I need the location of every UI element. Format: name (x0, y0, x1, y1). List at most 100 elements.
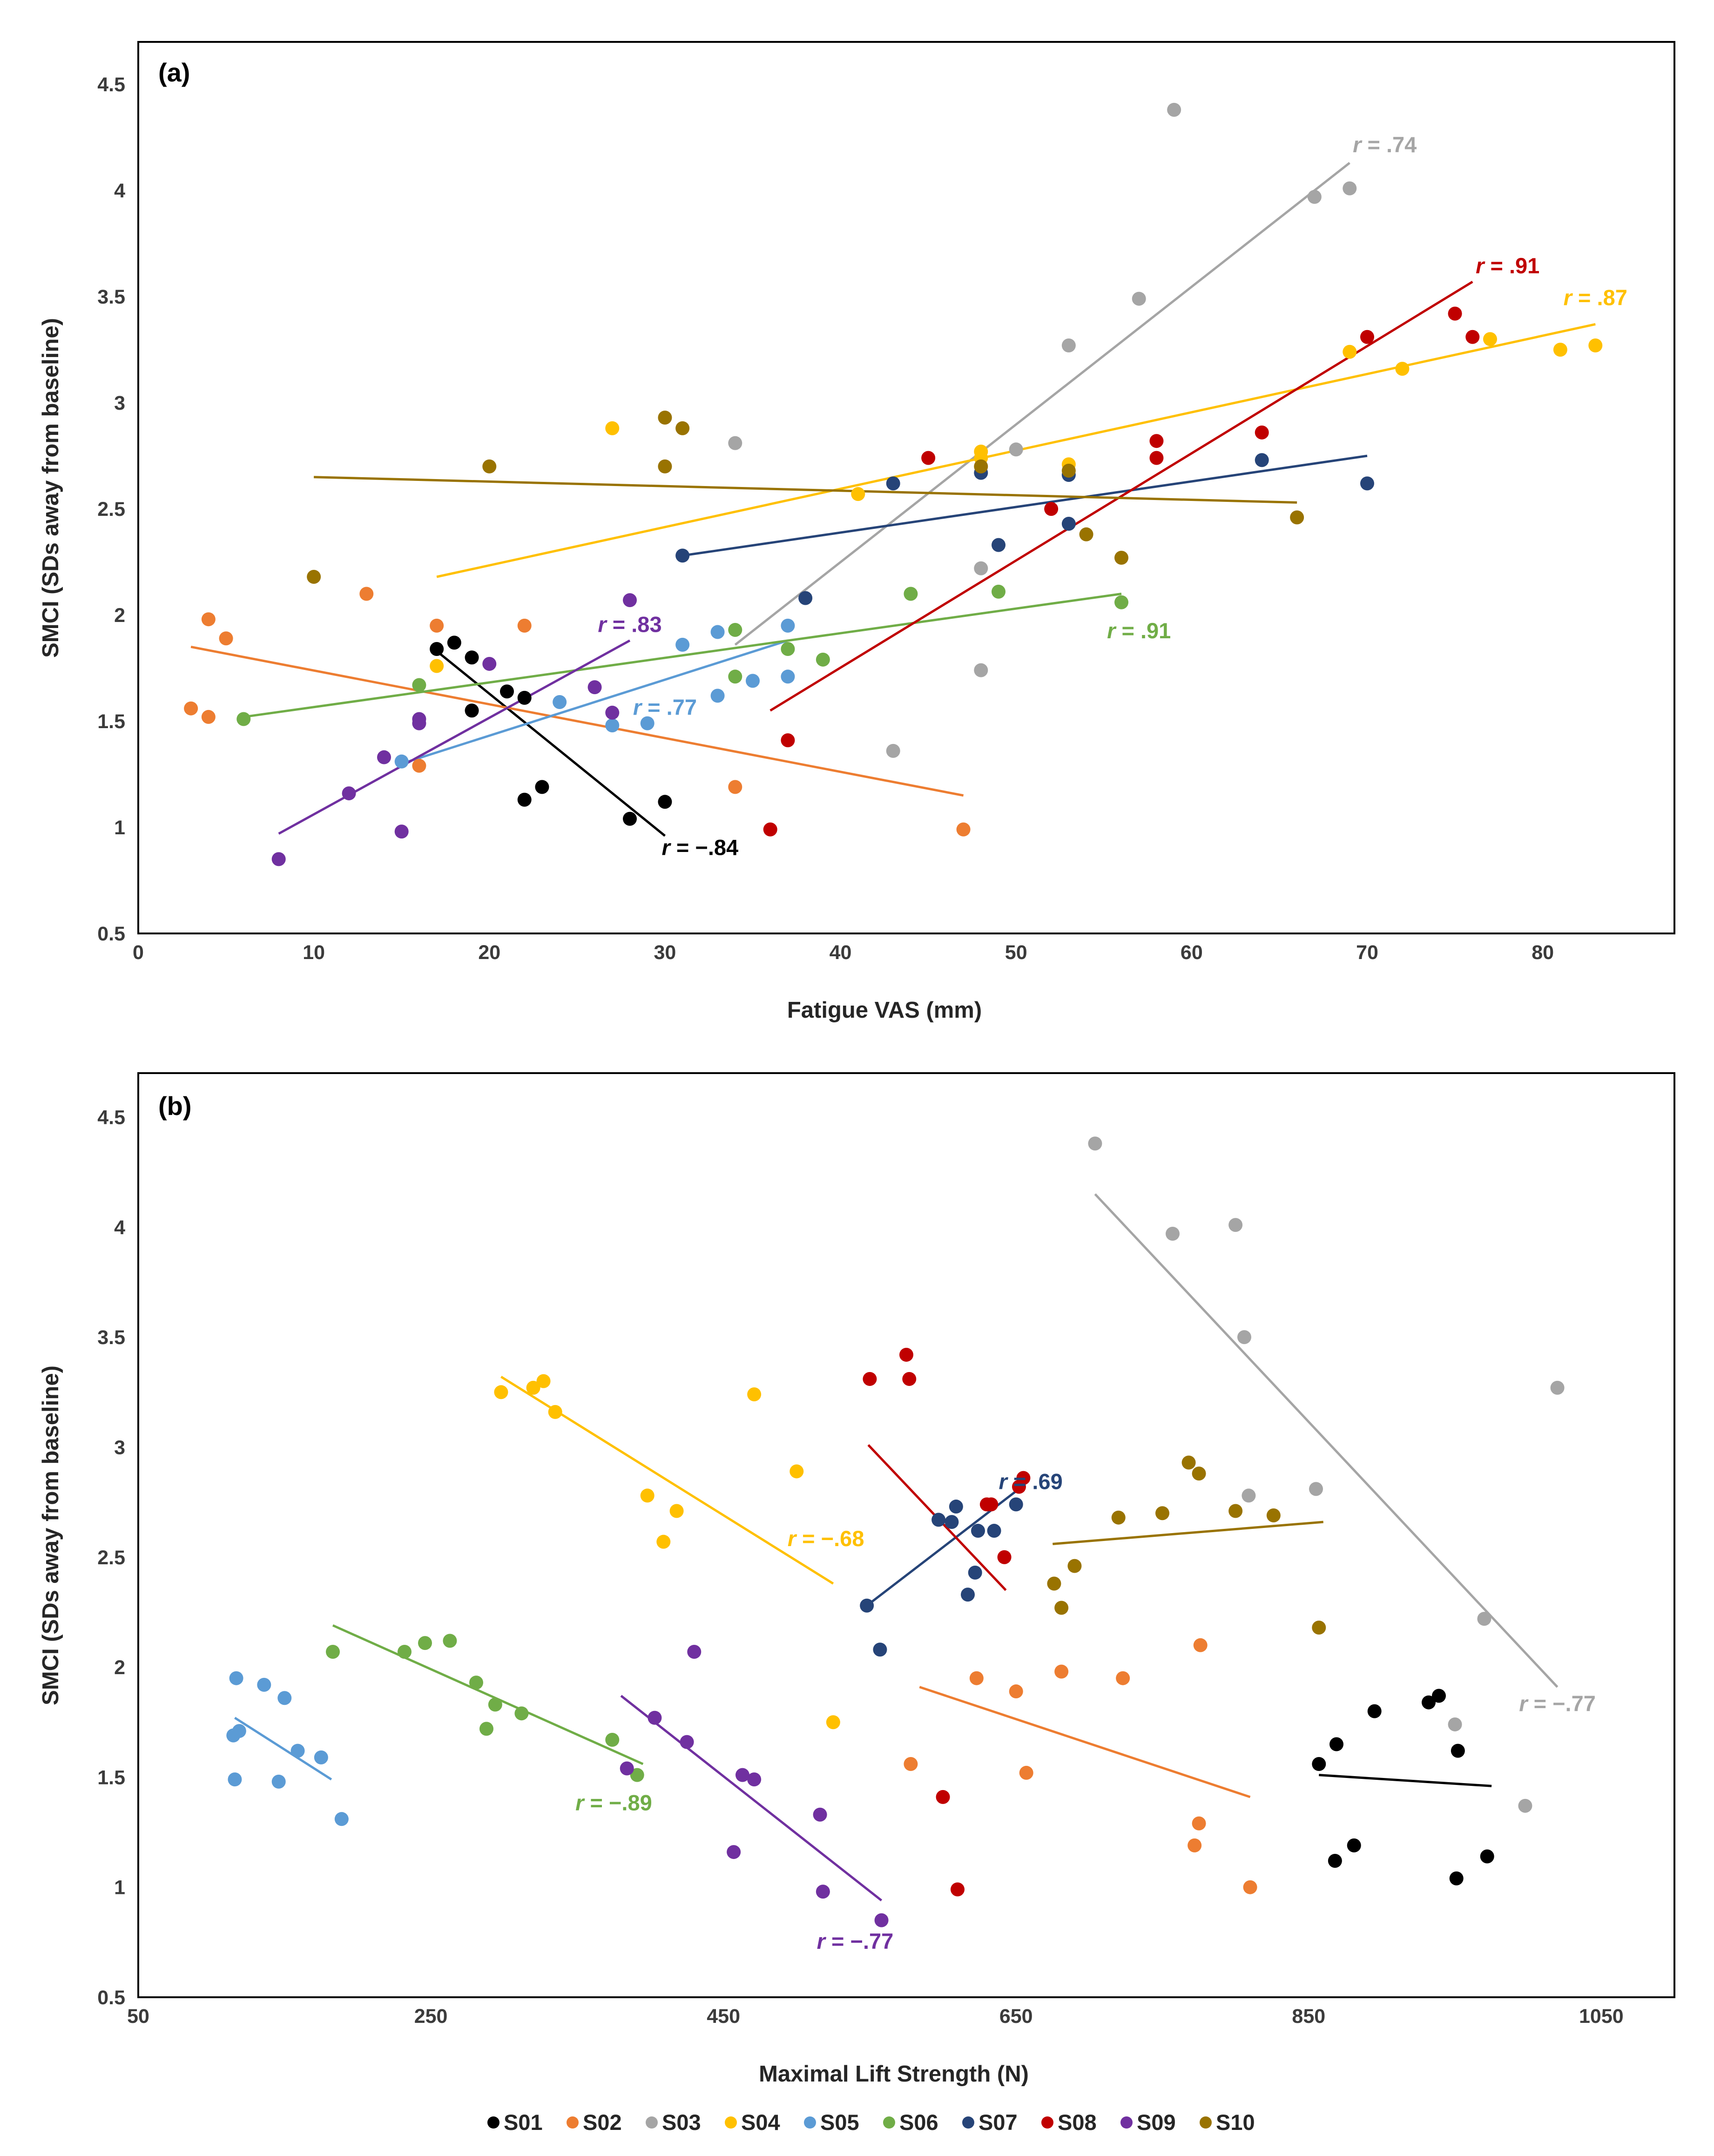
panel-a-y-tick-label: 2 (114, 604, 125, 627)
data-point-s05 (710, 689, 725, 703)
data-point-s08 (1448, 306, 1462, 321)
fit-line-s02 (919, 1686, 1251, 1798)
legend-marker-s02 (567, 2116, 579, 2129)
data-point-s03 (1343, 181, 1357, 196)
data-point-s03 (1061, 338, 1076, 353)
panel-b-y-tick-label: 4.5 (97, 1107, 125, 1129)
data-point-s07 (860, 1598, 874, 1613)
data-point-s08 (899, 1347, 913, 1362)
data-point-s06 (418, 1636, 432, 1650)
legend-marker-s07 (962, 2116, 974, 2129)
data-point-s08 (1465, 330, 1480, 344)
panel-a-y-tick-label: 4.5 (97, 74, 125, 96)
data-point-s03 (1237, 1330, 1251, 1345)
data-point-s01 (658, 795, 672, 809)
data-point-s09 (271, 852, 286, 866)
r-label-s09: r = −.77 (817, 1929, 894, 1953)
data-point-s04 (536, 1374, 551, 1388)
legend-label-s06: S06 (899, 2110, 938, 2135)
data-point-s02 (728, 780, 742, 794)
panel-a-x-tick-label: 70 (1356, 941, 1378, 964)
panel-b-x-tick-label: 50 (127, 2005, 149, 2028)
legend-label-s08: S08 (1058, 2110, 1097, 2135)
data-point-s04 (605, 421, 620, 435)
data-point-s10 (1228, 1504, 1243, 1518)
panel-b-y-tick-label: 1 (114, 1877, 125, 1899)
panel-a-plot-area (137, 41, 1675, 934)
data-point-s07 (987, 1524, 1001, 1538)
data-point-s08 (1360, 330, 1374, 344)
data-point-s01 (535, 780, 549, 794)
panel-b-y-tick-label: 4 (114, 1217, 125, 1239)
fit-line-s06 (332, 1624, 644, 1765)
panel-b-y-tick-label: 1.5 (97, 1766, 125, 1789)
panel-a-points (184, 102, 1603, 866)
fit-line-s01 (436, 650, 666, 837)
data-point-s08 (1016, 1471, 1031, 1485)
panel-a-x-tick-label: 80 (1532, 941, 1554, 964)
data-point-s04 (669, 1504, 684, 1518)
data-point-s03 (1518, 1798, 1532, 1813)
data-point-s09 (813, 1807, 827, 1822)
data-point-s03 (1166, 1227, 1180, 1241)
data-point-s03 (1167, 102, 1181, 117)
panel-b-label: (b) (158, 1091, 192, 1121)
data-point-s10 (1111, 1510, 1126, 1525)
data-point-s07 (873, 1642, 887, 1657)
data-point-s05 (710, 625, 725, 639)
data-point-s02 (904, 1757, 918, 1771)
panel-a-y-tick-label: 1.5 (97, 710, 125, 733)
panel-a-y-tick-label: 2.5 (97, 498, 125, 520)
data-point-s07 (949, 1500, 963, 1514)
data-point-s10 (482, 459, 497, 473)
data-point-s02 (359, 587, 374, 601)
legend-marker-s03 (646, 2116, 658, 2129)
data-point-s01 (1422, 1695, 1436, 1710)
data-point-s05 (228, 1772, 242, 1787)
panel-a-x-tick-label: 10 (303, 941, 325, 964)
data-point-s08 (1149, 451, 1164, 465)
data-point-s07 (971, 1524, 985, 1538)
data-point-s04 (747, 1387, 762, 1402)
data-point-s02 (219, 631, 233, 646)
legend-label-s02: S02 (583, 2110, 622, 2135)
data-point-s02 (1192, 1816, 1206, 1831)
r-label-s04: r = −.68 (788, 1526, 864, 1551)
data-point-s05 (232, 1724, 246, 1738)
data-point-s02 (517, 618, 532, 633)
data-point-s04 (1553, 343, 1567, 357)
data-point-s09 (874, 1913, 889, 1927)
legend-label-s01: S01 (504, 2110, 543, 2135)
panel-b-x-tick-label: 650 (999, 2005, 1033, 2028)
panel-b-x-tick-label: 450 (707, 2005, 740, 2028)
data-point-s10 (1047, 1576, 1061, 1591)
data-point-s08 (921, 451, 936, 465)
data-point-s06 (398, 1644, 412, 1659)
fit-line-s01 (1319, 1774, 1492, 1787)
data-point-s01 (623, 811, 637, 826)
data-point-s10 (1061, 464, 1076, 478)
data-point-s04 (430, 659, 444, 673)
data-point-s09 (680, 1735, 694, 1749)
panel-a-x-tick-label: 20 (478, 941, 500, 964)
panel-a-y-axis-title: SMCI (SDs away from baseline) (38, 318, 63, 658)
data-point-s09 (816, 1885, 830, 1899)
data-point-s01 (465, 703, 479, 718)
panel-a-x-tick-label: 60 (1181, 941, 1203, 964)
fit-line-s02 (190, 646, 964, 797)
legend-label-s07: S07 (978, 2110, 1018, 2135)
legend-label-s03: S03 (662, 2110, 701, 2135)
data-point-s02 (1116, 1671, 1130, 1685)
data-point-s07 (798, 591, 813, 605)
legend-marker-s08 (1041, 2116, 1053, 2129)
data-point-s02 (430, 618, 444, 633)
panel-b-x-ticks: 50 250 450 650 850 1050 (127, 2005, 1624, 2028)
panel-a-y-tick-label: 3.5 (97, 286, 125, 308)
data-point-s10 (1192, 1467, 1206, 1481)
panel-b: 0.5 1 1.5 2 2.5 3 3.5 4 4.5 50 250 450 650 850 1050 r… (38, 1072, 1675, 2087)
data-point-s01 (447, 635, 461, 650)
legend-label-s05: S05 (820, 2110, 859, 2135)
fit-line-s03 (1094, 1193, 1559, 1688)
panel-b-r-labels: r = −.77 r = −.68 r = −.89 r = .69 r = −.77 (575, 1469, 1596, 1953)
